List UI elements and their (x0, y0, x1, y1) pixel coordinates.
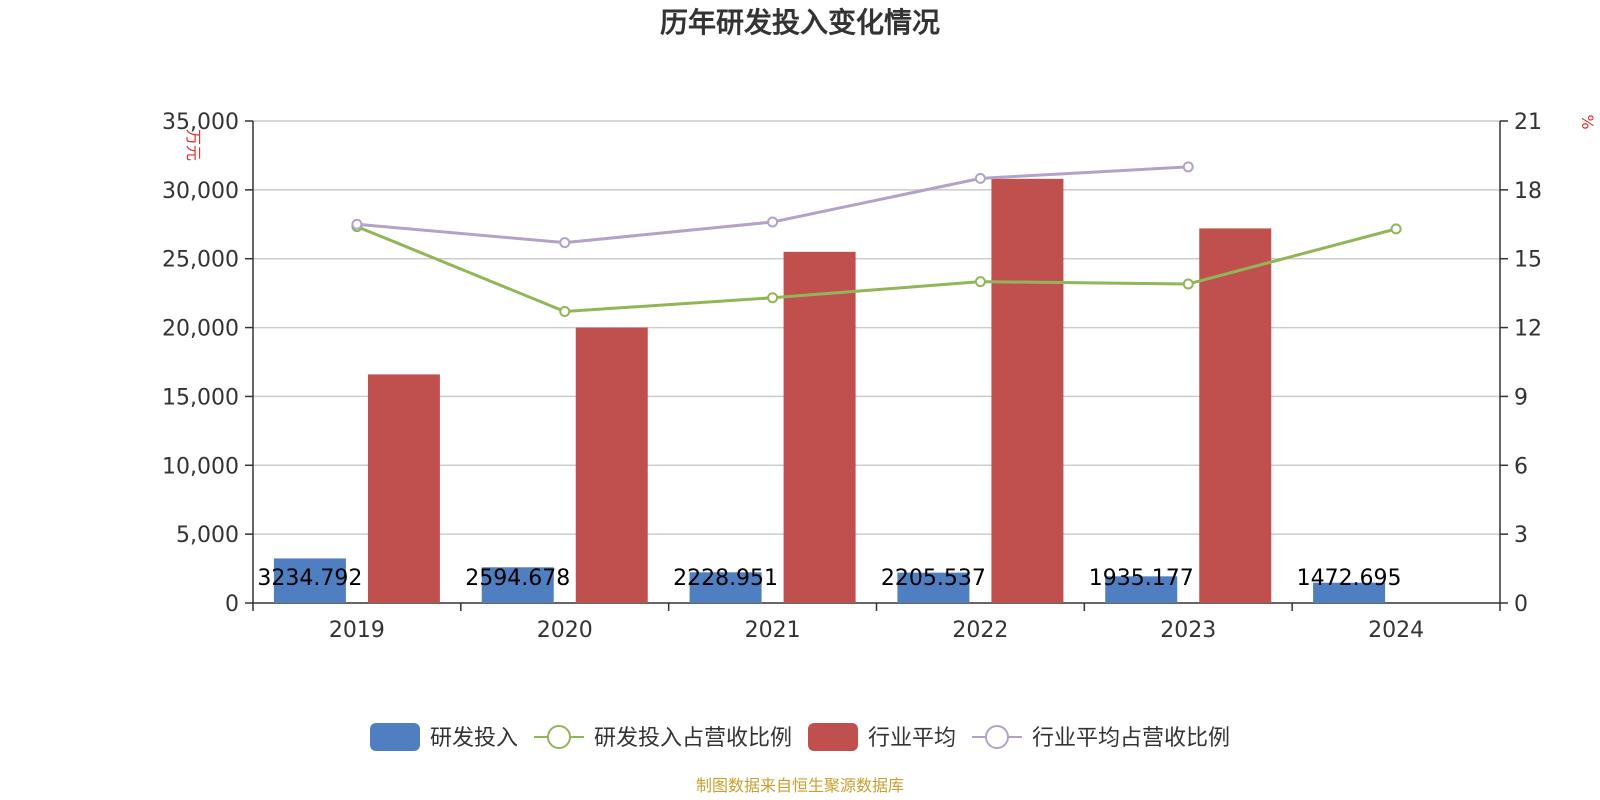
bar (991, 178, 1064, 603)
bar (1105, 576, 1178, 603)
legend-swatch (370, 723, 420, 751)
left-tick-label: 30,000 (162, 179, 239, 204)
bars (273, 178, 1386, 604)
x-tick-label: 2023 (1160, 618, 1216, 643)
right-tick-label: 6 (1514, 454, 1528, 479)
line-point (974, 172, 986, 184)
right-axis-unit: % (1578, 114, 1597, 129)
bar (273, 558, 346, 603)
line-point (974, 276, 986, 288)
source-note: 制图数据来自恒生聚源数据库 (696, 776, 904, 795)
left-tick-label: 5,000 (176, 523, 239, 548)
bar-data-label: 3234.792 (257, 566, 362, 591)
right-tick-label: 18 (1514, 179, 1542, 204)
series-line (356, 225, 1397, 314)
x-tick-label: 2020 (537, 618, 593, 643)
left-tick-label: 35,000 (162, 110, 239, 135)
left-tick-label: 15,000 (162, 385, 239, 410)
x-tick-label: 2022 (952, 618, 1008, 643)
legend-label: 行业平均 (868, 726, 956, 751)
bar-data-label: 2228.951 (673, 566, 778, 591)
right-tick-label: 15 (1514, 248, 1542, 273)
legend-label: 研发投入 (430, 726, 518, 751)
legend-swatch-marker (985, 725, 1009, 749)
left-tick-label: 25,000 (162, 248, 239, 273)
bar-data-label: 2205.537 (881, 566, 986, 591)
x-tick-label: 2024 (1368, 618, 1424, 643)
legend-swatch-marker (547, 725, 571, 749)
bar (367, 374, 440, 603)
left-tick-label: 10,000 (162, 454, 239, 479)
bar (481, 567, 554, 603)
series-line (356, 165, 1189, 245)
line-point (767, 216, 779, 228)
legend-label: 研发投入占营收比例 (594, 726, 792, 751)
left-tick-label: 0 (225, 592, 239, 617)
line-point (559, 237, 571, 249)
bar-data-label: 2594.678 (465, 566, 570, 591)
bar (575, 327, 648, 603)
bar (1313, 582, 1386, 603)
left-tick-label: 20,000 (162, 317, 239, 342)
line-point (1390, 223, 1402, 235)
x-tick-label: 2021 (745, 618, 801, 643)
right-tick-label: 9 (1514, 385, 1528, 410)
line-point (1182, 278, 1194, 290)
bar-data-label: 1472.695 (1297, 566, 1402, 591)
lines (351, 161, 1402, 318)
line-point (559, 306, 571, 318)
legend-swatch (808, 723, 858, 751)
left-axis-unit: 万元 (184, 129, 203, 161)
right-tick-label: 3 (1514, 523, 1528, 548)
right-tick-label: 21 (1514, 110, 1542, 135)
legend: 研发投入 研发投入占营收比例 行业平均 行业平均占营收比例 (370, 723, 1230, 751)
legend-label: 行业平均占营收比例 (1032, 726, 1230, 751)
bar (783, 251, 856, 604)
bar-data-label: 1935.177 (1089, 566, 1194, 591)
axes: 0 5,000 10,000 15,000 20,000 25,000 30,000 35,0… (162, 110, 1597, 643)
chart-title: 历年研发投入变化情况 (660, 6, 940, 39)
line-point (351, 218, 363, 230)
right-tick-label: 12 (1514, 317, 1542, 342)
bar-labels: 3234.792 2594.678 2228.951 2205.537 1935.177… (257, 566, 1401, 591)
x-tick-label: 2019 (329, 618, 385, 643)
right-tick-label: 0 (1514, 592, 1528, 617)
line-point (767, 292, 779, 304)
gridlines (253, 120, 1500, 535)
bar (897, 572, 970, 603)
bar (1199, 228, 1272, 603)
line-point (1182, 161, 1194, 173)
bar (689, 572, 762, 603)
